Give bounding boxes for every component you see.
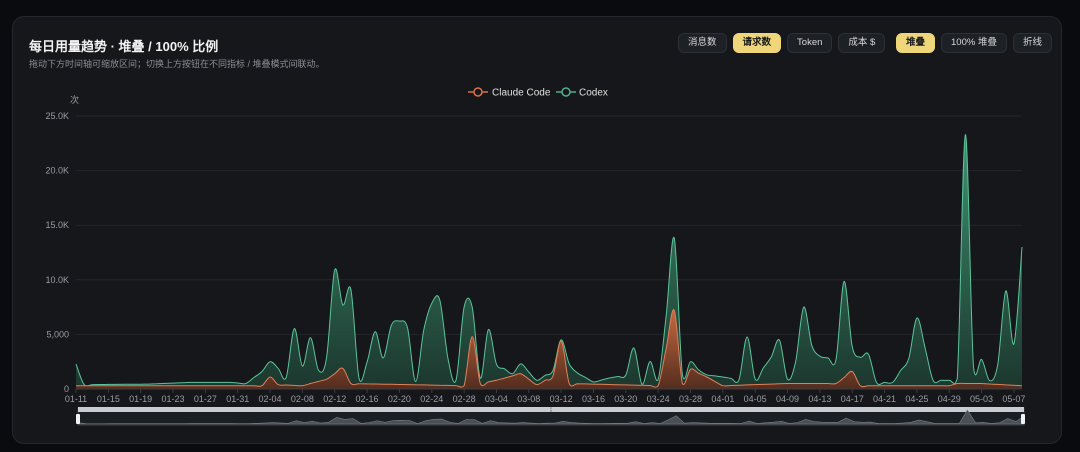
x-tick-label-0: 01-11 bbox=[65, 394, 87, 404]
legend-label-claude: Claude Code bbox=[492, 88, 551, 99]
usage-trend-card: 每日用量趋势 · 堆叠 / 100% 比例 拖动下方时间轴可缩放区间；切换上方按… bbox=[12, 16, 1062, 444]
x-tick-label-6: 02-04 bbox=[259, 394, 282, 404]
y-axis-unit: 次 bbox=[70, 94, 79, 105]
x-tick-label-11: 02-24 bbox=[420, 394, 443, 404]
series-area-codex[interactable] bbox=[76, 134, 1022, 389]
x-tick-label-19: 03-28 bbox=[679, 394, 702, 404]
x-tick-label-24: 04-17 bbox=[841, 394, 864, 404]
x-tick-label-18: 03-24 bbox=[647, 394, 670, 404]
legend-item-codex[interactable]: Codex bbox=[556, 87, 608, 99]
chart-title: 每日用量趋势 · 堆叠 / 100% 比例 bbox=[29, 39, 219, 54]
x-tick-label-22: 04-09 bbox=[776, 394, 799, 404]
x-tick-label-27: 04-29 bbox=[938, 394, 961, 404]
legend: Claude Code Codex bbox=[468, 87, 608, 99]
x-tick-label-2: 01-19 bbox=[129, 394, 152, 404]
x-tick-label-10: 02-20 bbox=[388, 394, 411, 404]
legend-marker-codex bbox=[561, 87, 571, 97]
x-tick-label-16: 03-16 bbox=[582, 394, 605, 404]
y-tick-label-4: 20.0K bbox=[45, 166, 69, 176]
x-tick-label-26: 04-25 bbox=[905, 394, 928, 404]
x-tick-label-21: 04-05 bbox=[744, 394, 767, 404]
x-tick-label-13: 03-04 bbox=[485, 394, 508, 404]
x-tick-label-25: 04-21 bbox=[873, 394, 896, 404]
zoom-handle-left[interactable] bbox=[76, 414, 80, 424]
mode-button-group: 堆叠 100% 堆叠 折线 bbox=[896, 33, 1052, 53]
x-tick-label-8: 02-12 bbox=[323, 394, 346, 404]
y-tick-label-3: 15.0K bbox=[45, 220, 69, 230]
grid-lines bbox=[76, 115, 1022, 390]
metric-requests-button[interactable]: 请求数 bbox=[732, 33, 782, 53]
y-axis-ticks: 0 5,000 10.0K 15.0K 20.0K 25.0K bbox=[45, 111, 69, 394]
data-zoom-slider[interactable]: ⁞⁞ bbox=[76, 407, 1025, 426]
x-tick-label-1: 01-15 bbox=[97, 394, 120, 404]
x-tick-label-20: 04-01 bbox=[711, 394, 734, 404]
y-tick-label-5: 25.0K bbox=[45, 111, 69, 121]
y-tick-label-1: 5,000 bbox=[46, 329, 69, 339]
series-line-claude bbox=[76, 309, 1023, 388]
legend-item-claude[interactable]: Claude Code bbox=[468, 87, 551, 99]
x-tick-label-14: 03-08 bbox=[517, 394, 540, 404]
x-tick-label-29: 05-07 bbox=[1002, 394, 1025, 404]
legend-label-codex: Codex bbox=[579, 88, 608, 99]
metric-button-group: 消息数 请求数 Token 成本 $ bbox=[678, 33, 886, 53]
metric-token-button[interactable]: Token bbox=[787, 33, 833, 53]
x-tick-label-28: 05-03 bbox=[970, 394, 993, 404]
x-tick-label-3: 01-23 bbox=[162, 394, 185, 404]
metric-cost-button[interactable]: 成本 $ bbox=[838, 33, 886, 53]
x-tick-label-4: 01-27 bbox=[194, 394, 217, 404]
x-tick-label-7: 02-08 bbox=[291, 394, 314, 404]
x-tick-label-15: 03-12 bbox=[550, 394, 573, 404]
x-tick-label-23: 04-13 bbox=[808, 394, 831, 404]
legend-marker-claude bbox=[473, 87, 483, 97]
zoom-selected-bar[interactable] bbox=[78, 407, 1024, 412]
mode-percent-stacked-button[interactable]: 100% 堆叠 bbox=[941, 33, 1007, 53]
zoom-preview-area bbox=[77, 409, 1025, 425]
y-tick-label-0: 0 bbox=[64, 384, 69, 394]
y-tick-label-2: 10.0K bbox=[45, 275, 69, 285]
x-tick-label-17: 03-20 bbox=[614, 394, 637, 404]
metric-messages-button[interactable]: 消息数 bbox=[678, 33, 727, 53]
x-axis-ticks: 01-11 01-15 01-19 01-23 01-27 01-31 02-04 02-08… bbox=[65, 389, 1025, 404]
mode-line-button[interactable]: 折线 bbox=[1012, 33, 1052, 53]
mode-stacked-button[interactable]: 堆叠 bbox=[896, 33, 936, 53]
chart-subtitle: 拖动下方时间轴可缩放区间；切换上方按钮在不同指标 / 堆叠模式间联动。 bbox=[29, 59, 325, 69]
x-tick-label-9: 02-16 bbox=[356, 394, 379, 404]
x-tick-label-12: 02-28 bbox=[453, 394, 476, 404]
zoom-grip-icon[interactable]: ⁞⁞ bbox=[550, 408, 553, 414]
x-tick-label-5: 01-31 bbox=[226, 394, 249, 404]
zoom-handle-right[interactable] bbox=[1021, 414, 1025, 424]
series-line-codex bbox=[75, 134, 1023, 387]
